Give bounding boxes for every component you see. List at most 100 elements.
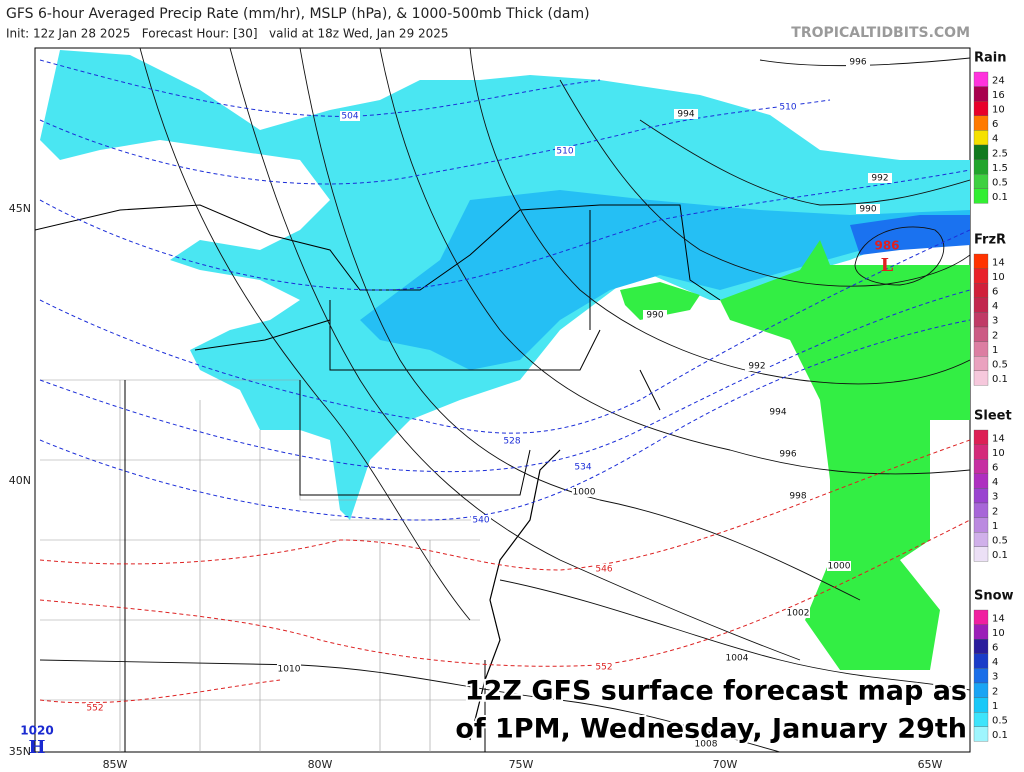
thickness-label-warm: 552 (86, 704, 103, 714)
legend-title: Sleet (974, 409, 1012, 424)
legend-swatch (973, 356, 989, 371)
isobar-label-bg (868, 173, 892, 183)
lat-label: 45N (9, 202, 31, 215)
isobar-label: 990 (859, 205, 876, 215)
precip-rain (620, 240, 970, 670)
legend-label: 4 (992, 134, 998, 145)
legend-label: 6 (992, 287, 998, 298)
thickness-label-cold: 504 (341, 112, 358, 122)
legend-title: FrzR (974, 233, 1006, 248)
legend-swatch (973, 609, 989, 625)
legend-label: 6 (992, 463, 998, 474)
thickness-label-cold: 528 (503, 437, 520, 447)
legend-swatch (973, 283, 989, 298)
isobar-label-bg (643, 310, 667, 320)
lon-label: 85W (103, 758, 128, 771)
map-subtitle: Init: 12z Jan 28 2025 Forecast Hour: [30… (6, 27, 449, 41)
legend-swatch (973, 639, 989, 654)
legend-swatch (973, 444, 989, 460)
legend-title: Snow (974, 589, 1014, 604)
legend-label: 0.5 (992, 178, 1008, 189)
legend-swatch (973, 115, 989, 131)
legend-label: 2 (992, 506, 998, 517)
low-symbol: L (881, 255, 894, 276)
legend-swatch (973, 459, 989, 474)
thickness-label-cold: 540 (472, 516, 489, 526)
legend-swatch (973, 488, 989, 504)
legend-label: 6 (992, 643, 998, 654)
isobar-label-bg (846, 57, 870, 67)
legend-label: 10 (992, 628, 1005, 639)
isobar-label: 996 (849, 58, 866, 68)
isobar-label-bg (674, 109, 698, 119)
legend-label: 1.5 (992, 163, 1008, 174)
precip-moderate-snow (360, 190, 970, 370)
legend-label: 0.1 (992, 192, 1008, 203)
legend-swatch (973, 473, 989, 489)
legend-label: 24 (992, 75, 1005, 86)
thickness-label-bg (778, 102, 798, 112)
legend-label: 0.5 (992, 536, 1008, 547)
low-pressure-value: 986 (874, 239, 899, 253)
high-pressure-value: 1020 (20, 724, 53, 738)
legend-swatch (973, 668, 989, 684)
lon-label: 65W (918, 758, 943, 771)
legend-label: 1 (992, 345, 998, 356)
isobar-label-bg (786, 608, 810, 618)
lat-label: 40N (9, 474, 31, 487)
isobar-label: 998 (789, 492, 806, 502)
caption-line: 12Z GFS surface forecast map as (465, 676, 967, 707)
lon-label: 80W (308, 758, 333, 771)
isobar-label-bg (694, 739, 718, 749)
legend-label: 0.1 (992, 730, 1008, 741)
legend-label: 4 (992, 657, 998, 668)
lon-label: 70W (713, 758, 738, 771)
legend-label: 3 (992, 316, 998, 327)
isobar-label: 1008 (695, 740, 718, 750)
isobar-label: 996 (779, 450, 796, 460)
legend-swatch (973, 624, 989, 640)
isobar-label: 1004 (726, 654, 749, 664)
legend-label: 0.1 (992, 550, 1008, 561)
legend-swatch (973, 101, 989, 116)
thickness-label-bg (502, 436, 522, 446)
legend-swatch (973, 370, 989, 386)
legend-swatch (973, 188, 989, 204)
isobar-label: 1000 (573, 488, 596, 498)
thickness-label-cold: 534 (574, 463, 591, 473)
thickness-label-warm: 552 (595, 663, 612, 673)
lon-label: 75W (509, 758, 534, 771)
borders (35, 204, 721, 752)
legend-label: 4 (992, 477, 998, 488)
legend-swatch (973, 312, 989, 328)
legend-swatch (973, 429, 989, 445)
thickness-label-warm: 546 (595, 565, 612, 575)
isobar-label: 990 (646, 311, 663, 321)
thickness-label-bg (594, 564, 614, 574)
legend-label: 2.5 (992, 148, 1008, 159)
legend-swatch (973, 326, 989, 342)
thickness-label-cold: 510 (556, 147, 573, 157)
legend-swatch (973, 159, 989, 175)
isobar-label-bg (776, 449, 800, 459)
isobar-label-bg (786, 491, 810, 501)
legend-label: 14 (992, 433, 1005, 444)
legend-swatch (973, 653, 989, 669)
legend-label: 6 (992, 119, 998, 130)
legend-label: 0.5 (992, 360, 1008, 371)
legend-label: 2 (992, 686, 998, 697)
legend-swatch (973, 297, 989, 313)
legend-swatch (973, 712, 989, 727)
isobar-label: 1010 (278, 665, 301, 675)
isobar-label-bg (766, 407, 790, 417)
legend-swatch (973, 517, 989, 533)
legend-label: 16 (992, 90, 1005, 101)
legend-swatch (973, 268, 989, 284)
legend-label: 3 (992, 492, 998, 503)
legend-swatch (973, 341, 989, 357)
legend-swatch (973, 86, 989, 102)
caption-line: of 1PM, Wednesday, January 29th (455, 714, 967, 745)
thickness-label-bg (594, 662, 614, 672)
legend-swatch (973, 144, 989, 160)
